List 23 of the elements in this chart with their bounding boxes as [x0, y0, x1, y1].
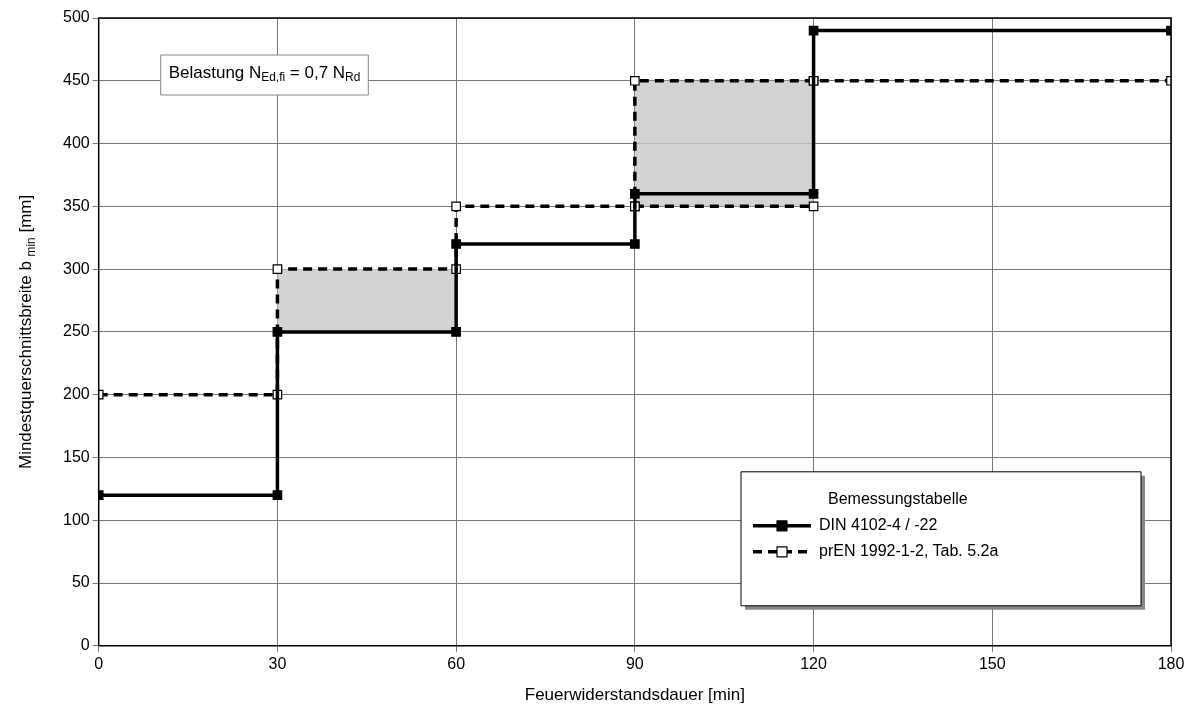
y-tick-label: 200 — [62, 385, 90, 403]
y-tick-label: 50 — [71, 573, 90, 591]
x-tick-label: 150 — [978, 654, 1006, 672]
y-tick-label: 250 — [62, 322, 90, 340]
y-tick-label: 450 — [62, 71, 90, 89]
y-tick-label: 300 — [62, 259, 90, 277]
legend-title: Bemessungstabelle — [828, 490, 968, 508]
x-tick-label: 30 — [268, 654, 287, 672]
x-tick-label: 90 — [625, 654, 644, 672]
y-tick-label: 500 — [62, 8, 90, 26]
x-tick-label: 60 — [447, 654, 466, 672]
legend-label: prEN 1992-1-2, Tab. 5.2a — [819, 542, 999, 560]
y-tick-label: 400 — [62, 133, 90, 151]
y-tick-label: 350 — [62, 196, 90, 214]
x-axis-title: Feuerwiderstandsdauer [min] — [524, 685, 745, 705]
y-tick-label: 0 — [80, 636, 90, 654]
x-tick-label: 120 — [800, 654, 828, 672]
legend-label: DIN 4102-4 / -22 — [819, 516, 938, 534]
y-tick-label: 100 — [62, 510, 90, 528]
x-tick-label: 180 — [1157, 654, 1185, 672]
y-tick-label: 150 — [62, 447, 90, 465]
y-axis-title: Mindestquerschnittsbreite b min [mm] — [16, 194, 39, 470]
x-tick-label: 0 — [94, 654, 104, 672]
